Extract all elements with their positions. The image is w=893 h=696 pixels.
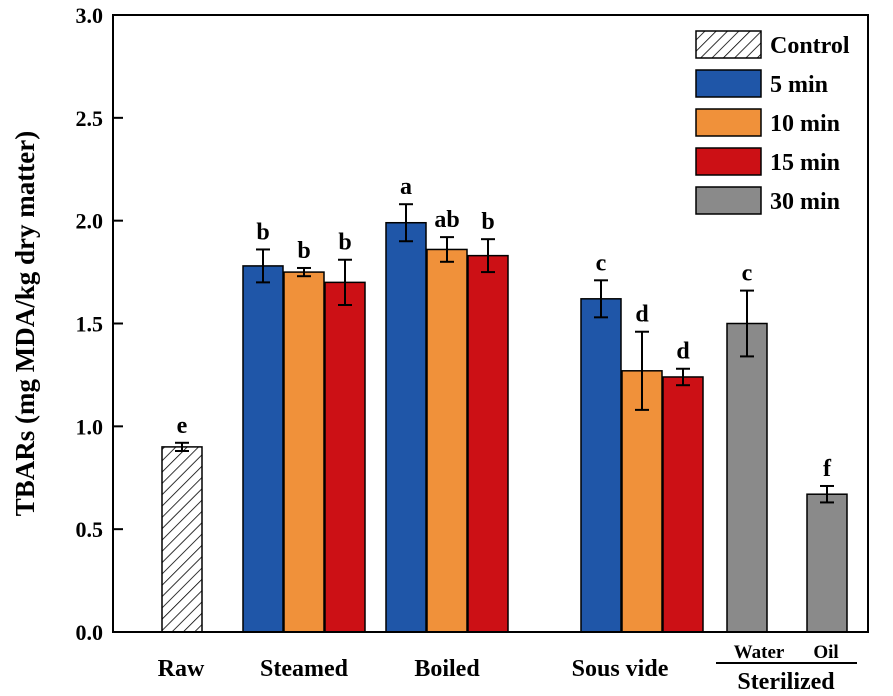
y-axis: 0.0 0.5 1.0 1.5 2.0 2.5 3.0 bbox=[76, 3, 123, 645]
bar bbox=[580, 298, 622, 633]
legend-swatch bbox=[695, 108, 762, 137]
category-label: Steamed bbox=[260, 656, 349, 682]
significance-letter: b bbox=[297, 238, 310, 264]
significance-letter: a bbox=[400, 174, 412, 200]
bar bbox=[324, 281, 366, 633]
significance-letter: ab bbox=[434, 207, 459, 233]
y-tick-label: 0.5 bbox=[76, 517, 104, 542]
subgroup-label: Oil bbox=[813, 642, 838, 663]
significance-letter: b bbox=[256, 219, 269, 245]
y-tick-label: 2.5 bbox=[76, 106, 104, 131]
legend-swatch bbox=[695, 30, 762, 59]
category-label: Boiled bbox=[414, 656, 480, 682]
y-axis-label: TBARs (mg MDA/kg dry matter) bbox=[10, 131, 40, 516]
significance-letter: e bbox=[177, 413, 188, 439]
category-label: Raw bbox=[158, 656, 205, 682]
significance-letter: b bbox=[481, 209, 494, 235]
legend-label: Control bbox=[770, 33, 850, 59]
legend-swatch bbox=[695, 147, 762, 176]
y-tick-label: 3.0 bbox=[76, 3, 104, 28]
legend-swatch bbox=[695, 69, 762, 98]
y-tick-label: 1.5 bbox=[76, 312, 104, 337]
bars-layer bbox=[161, 221, 848, 633]
subgroup-label: Water bbox=[734, 642, 785, 663]
bar bbox=[161, 446, 203, 633]
legend: Control 5 min 10 min 15 min 30 min bbox=[695, 30, 850, 215]
legend-label: 10 min bbox=[770, 111, 840, 137]
legend-swatch bbox=[695, 186, 762, 215]
bar bbox=[806, 493, 848, 633]
y-tick-label: 2.0 bbox=[76, 209, 104, 234]
category-label: Sterilized bbox=[737, 669, 835, 695]
bar bbox=[385, 221, 427, 633]
bar bbox=[662, 376, 704, 633]
bar bbox=[283, 271, 325, 633]
bar bbox=[467, 254, 509, 633]
significance-letter: c bbox=[596, 250, 607, 276]
legend-label: 15 min bbox=[770, 150, 840, 176]
y-tick-label: 1.0 bbox=[76, 414, 104, 439]
errorbars-layer bbox=[175, 203, 834, 504]
significance-letter: d bbox=[635, 302, 649, 328]
y-tick-label: 0.0 bbox=[76, 620, 104, 645]
legend-label: 5 min bbox=[770, 72, 828, 98]
bar bbox=[426, 248, 468, 633]
legend-label: 30 min bbox=[770, 189, 840, 215]
significance-letter: d bbox=[676, 339, 690, 365]
significance-letter: b bbox=[338, 230, 351, 256]
bar bbox=[242, 265, 284, 633]
significance-letter: c bbox=[742, 261, 753, 287]
category-label: Sous vide bbox=[572, 656, 669, 682]
significance-letter: f bbox=[823, 456, 832, 482]
bar bbox=[726, 322, 768, 633]
